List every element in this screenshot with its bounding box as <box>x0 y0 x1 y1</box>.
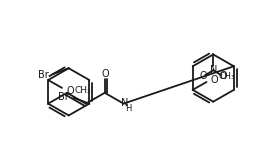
Text: N: N <box>121 98 128 108</box>
Text: O: O <box>67 86 74 96</box>
Text: O: O <box>211 75 218 85</box>
Text: CH₃: CH₃ <box>218 72 235 81</box>
Text: Br: Br <box>38 70 48 80</box>
Text: Br: Br <box>58 92 69 102</box>
Text: O: O <box>102 69 109 79</box>
Text: CH₃: CH₃ <box>75 86 92 95</box>
Text: N: N <box>209 65 217 75</box>
Text: H: H <box>125 104 132 113</box>
Text: O: O <box>200 71 207 81</box>
Text: O: O <box>219 71 227 81</box>
